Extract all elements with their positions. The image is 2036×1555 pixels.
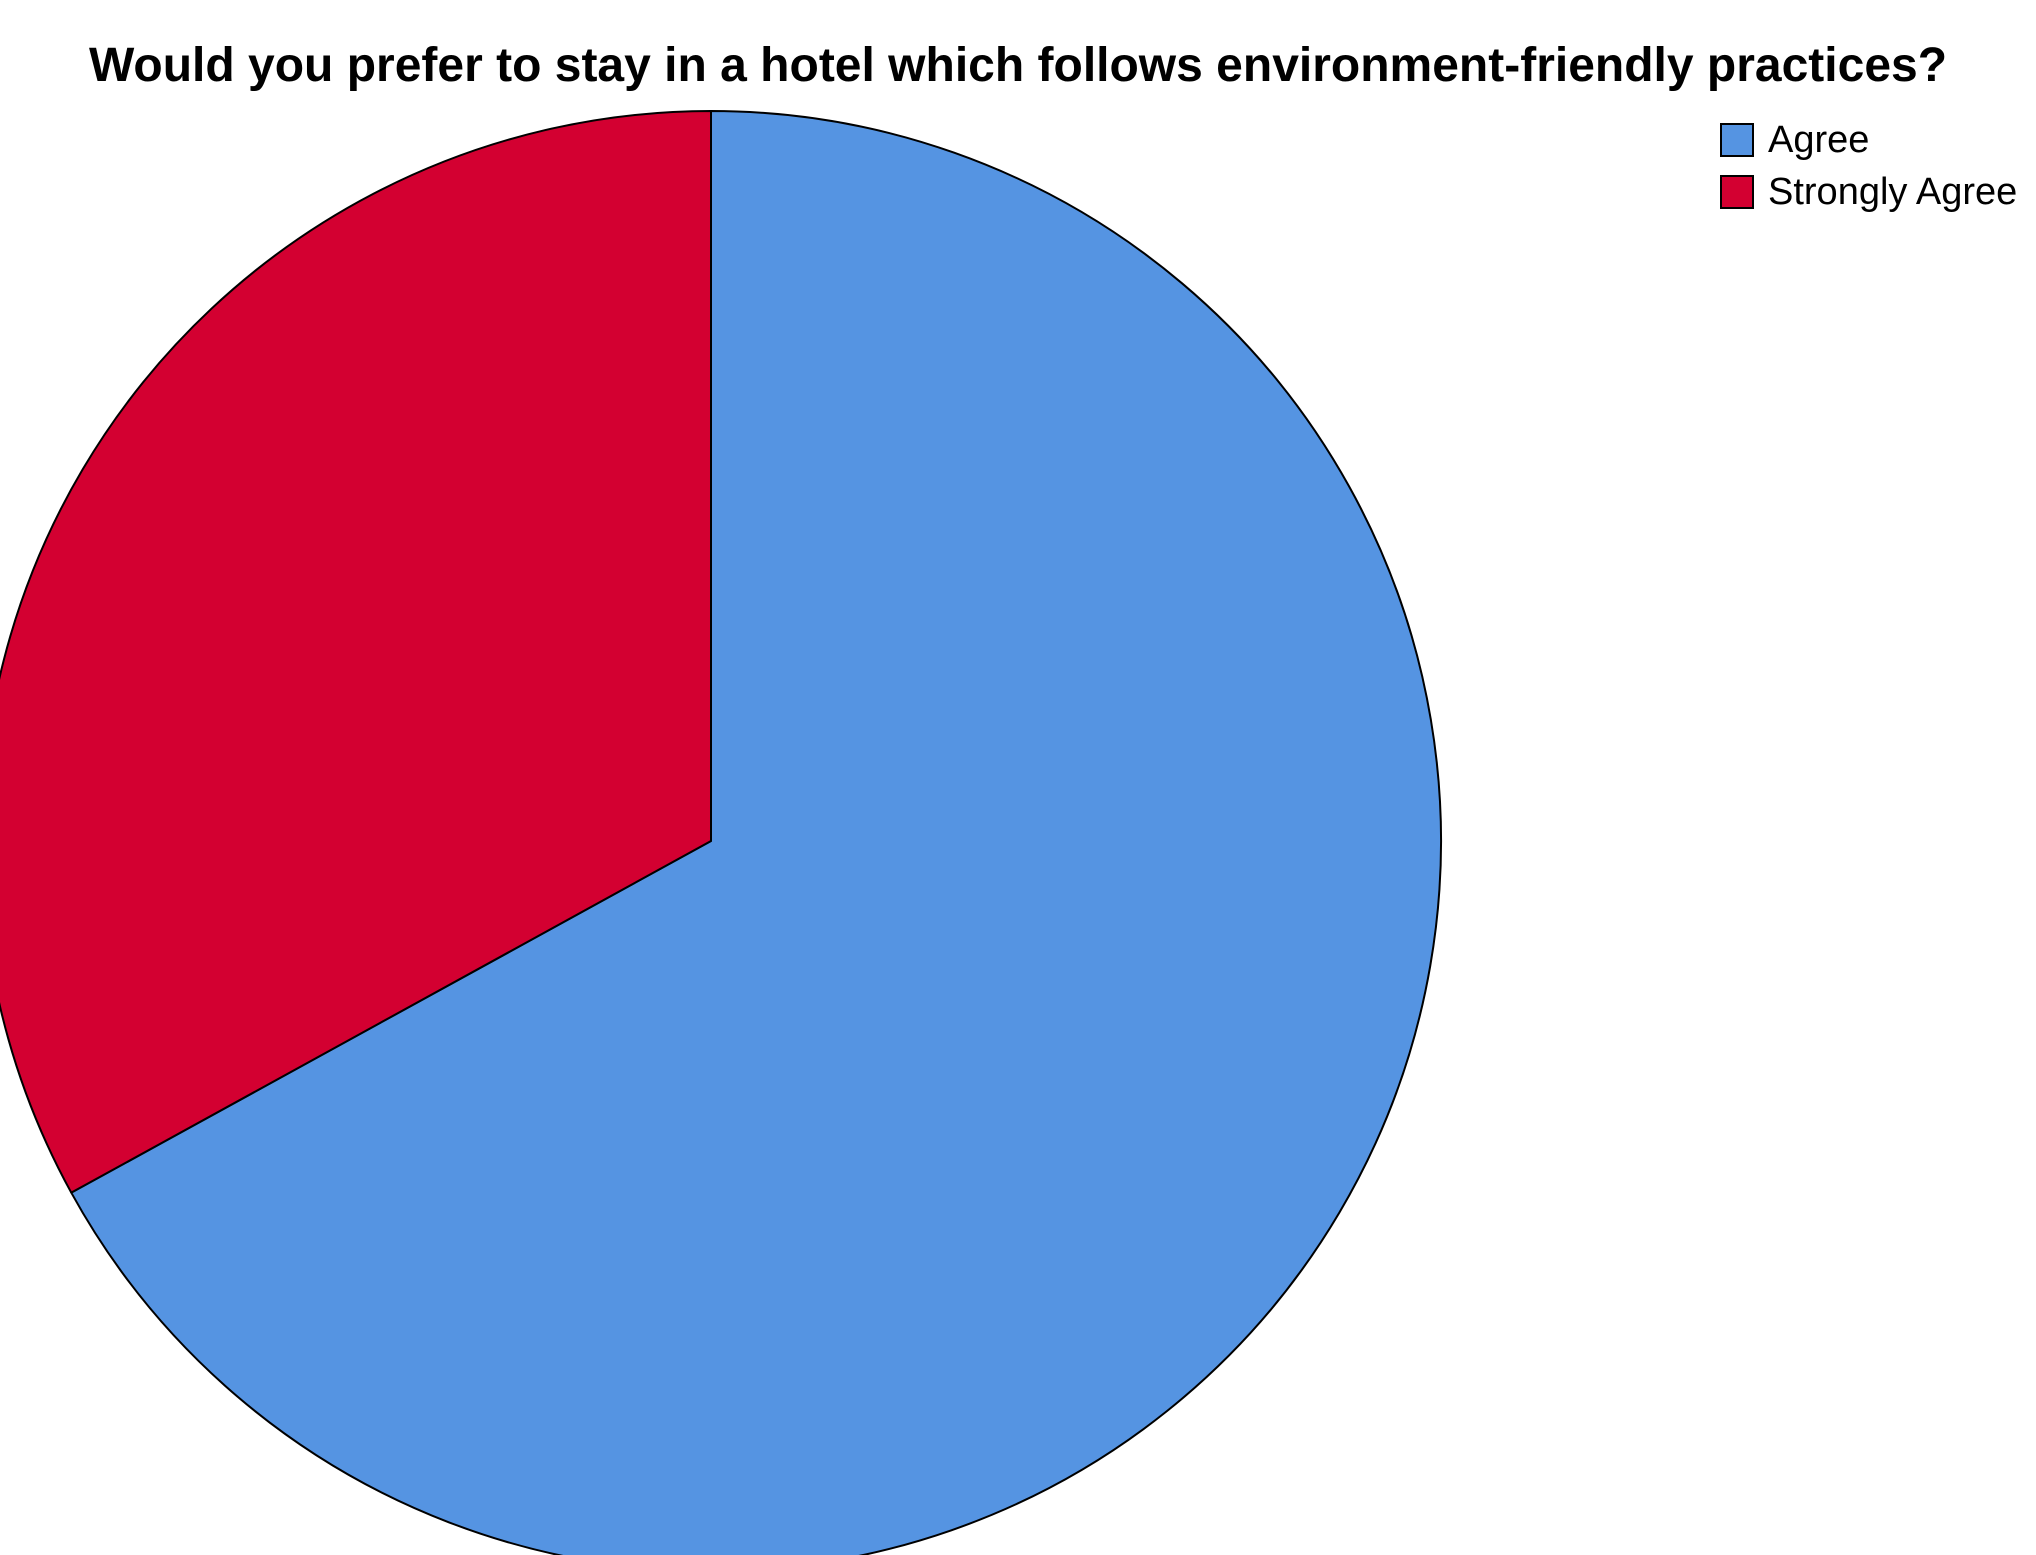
legend-swatch-strongly-agree: [1720, 175, 1754, 209]
legend-item-agree: Agree: [1720, 114, 2017, 166]
chart-title: Would you prefer to stay in a hotel whic…: [88, 39, 1948, 92]
pie-slice-strongly-agree: [0, 110, 712, 1194]
legend-swatch-agree: [1720, 123, 1754, 157]
legend-label-strongly-agree: Strongly Agree: [1768, 170, 2018, 213]
legend-label-agree: Agree: [1768, 118, 1870, 161]
legend-item-strongly-agree: Strongly Agree: [1720, 166, 2017, 218]
legend: Agree Strongly Agree: [1720, 114, 2017, 218]
pie-slice-agree: [70, 110, 1442, 1555]
